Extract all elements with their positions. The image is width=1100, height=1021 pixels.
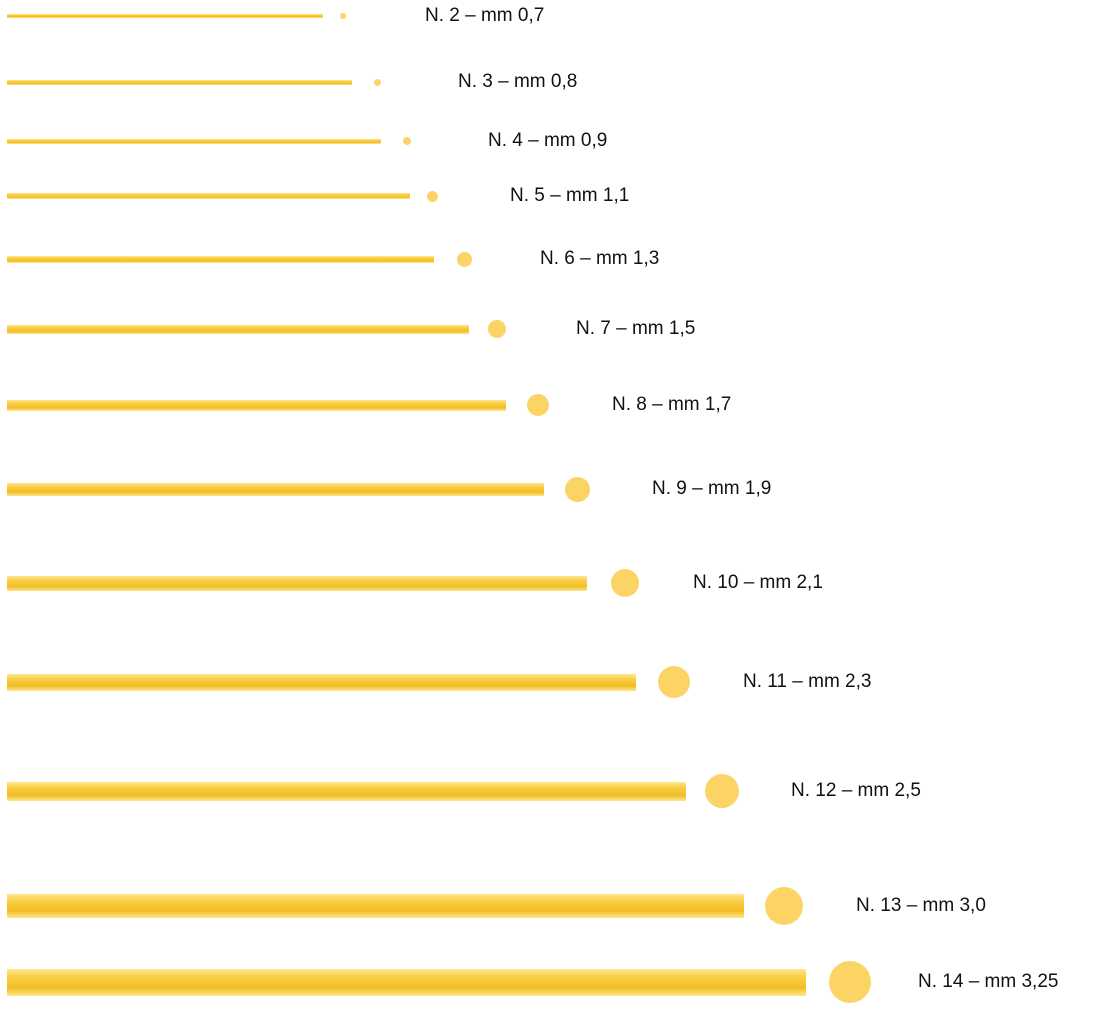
size-label-13: N. 13 – mm 3,0 xyxy=(856,895,986,916)
spaghetti-rod-6 xyxy=(7,255,434,263)
size-label-5: N. 5 – mm 1,1 xyxy=(510,185,630,206)
size-label-7: N. 7 – mm 1,5 xyxy=(576,318,696,339)
spaghetti-cross-section-3 xyxy=(373,78,381,86)
spaghetti-rod-10 xyxy=(7,575,587,591)
size-label-10: N. 10 – mm 2,1 xyxy=(693,572,823,593)
size-label-4: N. 4 – mm 0,9 xyxy=(488,130,608,151)
spaghetti-cross-section-11 xyxy=(658,666,690,698)
spaghetti-rod-3 xyxy=(7,79,352,85)
spaghetti-cross-section-7 xyxy=(488,320,506,338)
size-label-2: N. 2 – mm 0,7 xyxy=(425,5,545,26)
spaghetti-cross-section-9 xyxy=(564,476,590,502)
size-label-3: N. 3 – mm 0,8 xyxy=(458,71,578,92)
size-label-12: N. 12 – mm 2,5 xyxy=(791,780,921,801)
spaghetti-cross-section-8 xyxy=(527,394,549,416)
spaghetti-rod-2 xyxy=(7,14,323,18)
size-label-11: N. 11 – mm 2,3 xyxy=(743,671,872,692)
spaghetti-cross-section-10 xyxy=(611,569,639,597)
spaghetti-cross-section-6 xyxy=(456,251,472,267)
size-label-6: N. 6 – mm 1,3 xyxy=(540,248,660,269)
size-label-9: N. 9 – mm 1,9 xyxy=(652,478,772,499)
spaghetti-cross-section-14 xyxy=(829,961,871,1003)
spaghetti-rod-7 xyxy=(7,324,469,334)
spaghetti-rod-11 xyxy=(7,673,636,691)
spaghetti-cross-section-12 xyxy=(705,774,739,808)
spaghetti-rod-13 xyxy=(7,894,744,918)
spaghetti-cross-section-5 xyxy=(426,190,438,202)
spaghetti-rod-14 xyxy=(7,968,806,996)
size-label-8: N. 8 – mm 1,7 xyxy=(612,394,732,415)
spaghetti-rod-5 xyxy=(7,193,410,199)
spaghetti-cross-section-4 xyxy=(403,137,411,145)
spaghetti-rod-9 xyxy=(7,482,544,496)
spaghetti-cross-section-2 xyxy=(340,13,346,19)
spaghetti-cross-section-13 xyxy=(765,887,803,925)
spaghetti-rod-8 xyxy=(7,399,506,411)
size-label-14: N. 14 – mm 3,25 xyxy=(918,971,1059,992)
spaghetti-rod-12 xyxy=(7,781,686,801)
spaghetti-rod-4 xyxy=(7,138,381,144)
